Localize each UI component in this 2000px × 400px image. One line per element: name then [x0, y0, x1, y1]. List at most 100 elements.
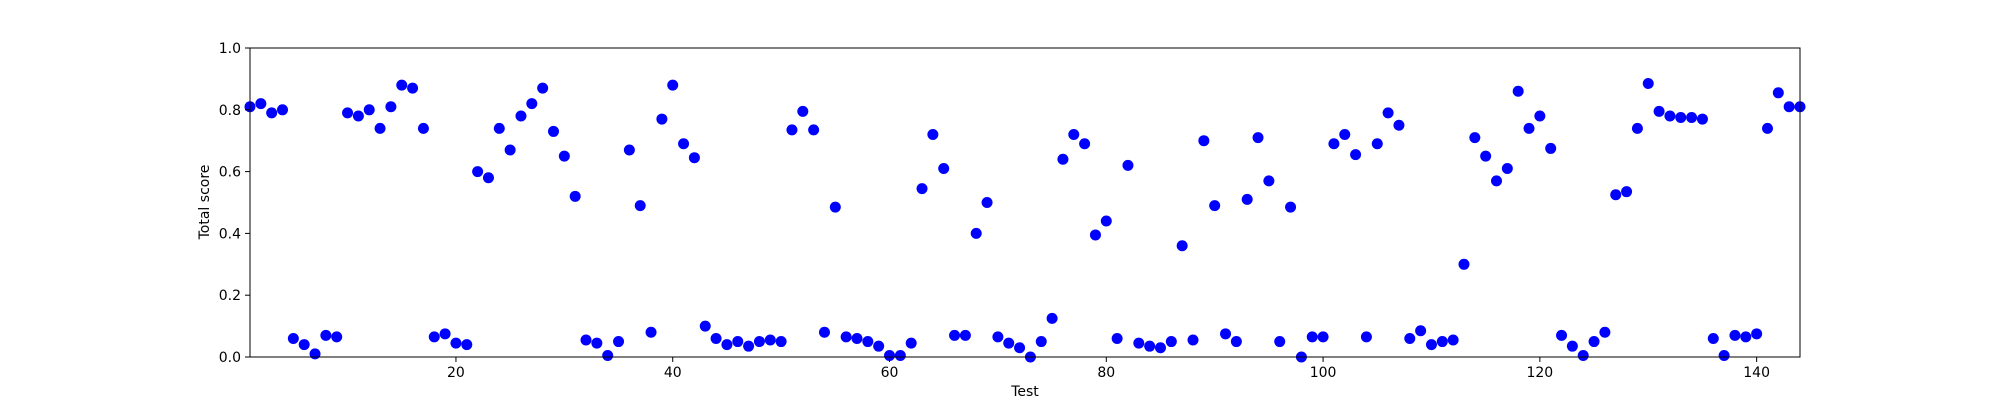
data-point	[1545, 142, 1557, 154]
data-point	[309, 348, 321, 360]
data-point	[1111, 332, 1123, 344]
data-point	[1371, 138, 1383, 150]
data-point	[786, 124, 798, 136]
data-point	[1761, 122, 1773, 134]
data-point	[1079, 138, 1091, 150]
data-point	[829, 201, 841, 213]
data-point	[591, 337, 603, 349]
data-point	[667, 79, 679, 91]
data-point	[266, 107, 278, 119]
data-point	[342, 107, 354, 119]
data-point	[938, 163, 950, 175]
data-point	[1512, 85, 1524, 97]
data-point	[1133, 337, 1145, 349]
data-point	[808, 124, 820, 136]
x-axis-ticks: 20 40 60 80 100 120 140	[447, 357, 1770, 381]
data-point	[1436, 336, 1448, 348]
data-point	[970, 227, 982, 239]
data-point	[1317, 331, 1329, 343]
data-point	[558, 150, 570, 162]
data-point	[1198, 135, 1210, 147]
data-point	[623, 144, 635, 156]
y-tick-label: 0.8	[219, 103, 241, 119]
data-point	[1458, 258, 1470, 270]
data-point	[1610, 189, 1622, 201]
data-point	[894, 349, 906, 361]
data-point	[515, 110, 527, 122]
y-axis-label: Total score	[197, 165, 213, 241]
data-point	[526, 98, 538, 110]
data-point	[905, 337, 917, 349]
data-point	[1035, 336, 1047, 348]
data-point	[1057, 153, 1069, 165]
data-point	[1631, 122, 1643, 134]
y-tick-label: 0.2	[219, 288, 241, 304]
x-tick-label: 140	[1743, 365, 1770, 381]
data-point	[1014, 342, 1026, 354]
data-point	[753, 336, 765, 348]
data-point	[1523, 122, 1535, 134]
data-point	[1480, 150, 1492, 162]
data-point	[992, 331, 1004, 343]
data-point	[1404, 332, 1416, 344]
data-point	[981, 197, 993, 208]
data-point	[645, 326, 657, 338]
data-point	[840, 331, 852, 343]
data-point	[1328, 138, 1340, 150]
data-point	[504, 144, 516, 156]
x-tick-label: 100	[1310, 365, 1337, 381]
plot-area-frame	[249, 47, 1801, 358]
data-point	[1447, 334, 1459, 346]
data-point	[428, 331, 440, 343]
data-point	[949, 329, 961, 341]
data-point	[1556, 329, 1568, 341]
data-point	[884, 349, 896, 361]
data-point	[547, 125, 559, 137]
data-point	[1642, 78, 1654, 90]
data-point	[331, 331, 343, 343]
data-point	[602, 349, 614, 361]
data-point	[688, 152, 700, 164]
data-point	[1306, 331, 1318, 343]
data-point	[1339, 129, 1351, 141]
data-point	[1220, 328, 1232, 340]
data-point	[1772, 87, 1784, 99]
x-tick-label: 80	[1097, 365, 1115, 381]
data-point	[385, 101, 397, 113]
data-point	[1653, 105, 1665, 117]
data-point	[287, 332, 299, 344]
x-tick-label: 60	[881, 365, 899, 381]
data-point	[277, 104, 289, 116]
data-point	[1252, 132, 1264, 144]
data-point	[1274, 336, 1286, 348]
data-point	[1360, 331, 1372, 343]
data-point	[1415, 325, 1427, 337]
data-point	[1577, 349, 1589, 361]
data-point	[1068, 129, 1080, 141]
data-point	[320, 329, 332, 341]
data-point	[1241, 193, 1253, 205]
data-point	[1740, 331, 1752, 343]
data-point	[1425, 339, 1437, 351]
data-point	[580, 334, 592, 346]
data-point	[417, 122, 429, 134]
data-point	[1209, 200, 1221, 212]
data-point	[862, 336, 874, 348]
data-point	[537, 82, 549, 94]
data-point	[1382, 107, 1394, 119]
data-point	[1783, 101, 1795, 113]
data-point	[1707, 332, 1719, 344]
data-point	[1350, 149, 1362, 161]
data-point	[472, 166, 484, 178]
data-point	[1469, 132, 1481, 144]
data-point	[374, 122, 386, 134]
data-point	[1046, 312, 1058, 324]
data-point	[1285, 201, 1297, 213]
y-tick-label: 1.0	[219, 41, 241, 57]
data-point	[407, 82, 419, 94]
data-point	[1187, 334, 1199, 346]
data-point	[656, 113, 668, 125]
data-point	[1664, 110, 1676, 122]
data-point	[732, 336, 744, 348]
data-point	[1144, 340, 1156, 352]
